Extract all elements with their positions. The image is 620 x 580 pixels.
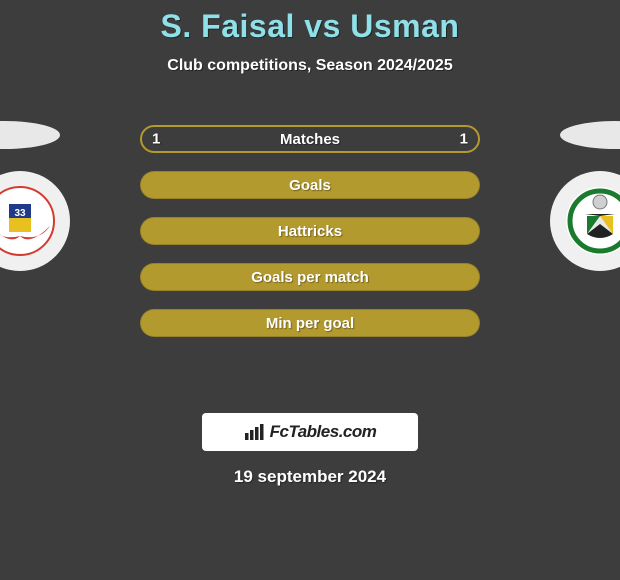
comparison-panel: 33 1 Matches 1 Goals Hattricks	[0, 103, 620, 403]
club-right-badge	[550, 171, 620, 271]
bar-chart-icon	[244, 423, 266, 441]
stat-bar-hattricks: Hattricks	[140, 217, 480, 245]
subtitle: Club competitions, Season 2024/2025	[0, 57, 620, 75]
katsina-badge-icon	[565, 186, 620, 256]
watermark-text: FcTables.com	[270, 422, 377, 442]
stat-bars: 1 Matches 1 Goals Hattricks Goals per ma…	[140, 125, 480, 355]
stat-bar-matches: 1 Matches 1	[140, 125, 480, 153]
remo-stars-badge-icon: 33	[0, 186, 55, 256]
stat-bar-goals: Goals	[140, 171, 480, 199]
stat-right-value: 1	[460, 131, 468, 148]
watermark: FcTables.com	[202, 413, 418, 451]
club-left-badge: 33	[0, 171, 70, 271]
stat-left-value: 1	[152, 131, 160, 148]
stat-bar-goals-per-match: Goals per match	[140, 263, 480, 291]
stat-bar-min-per-goal: Min per goal	[140, 309, 480, 337]
player-left-silhouette	[0, 121, 60, 149]
svg-text:33: 33	[14, 208, 26, 219]
stat-label: Goals	[289, 177, 331, 194]
page-title: S. Faisal vs Usman	[0, 0, 620, 45]
date-label: 19 september 2024	[0, 467, 620, 487]
stat-label: Matches	[280, 131, 340, 148]
stat-label: Min per goal	[266, 315, 354, 332]
stat-label: Goals per match	[251, 269, 369, 286]
stat-label: Hattricks	[278, 223, 342, 240]
player-right-silhouette	[560, 121, 620, 149]
